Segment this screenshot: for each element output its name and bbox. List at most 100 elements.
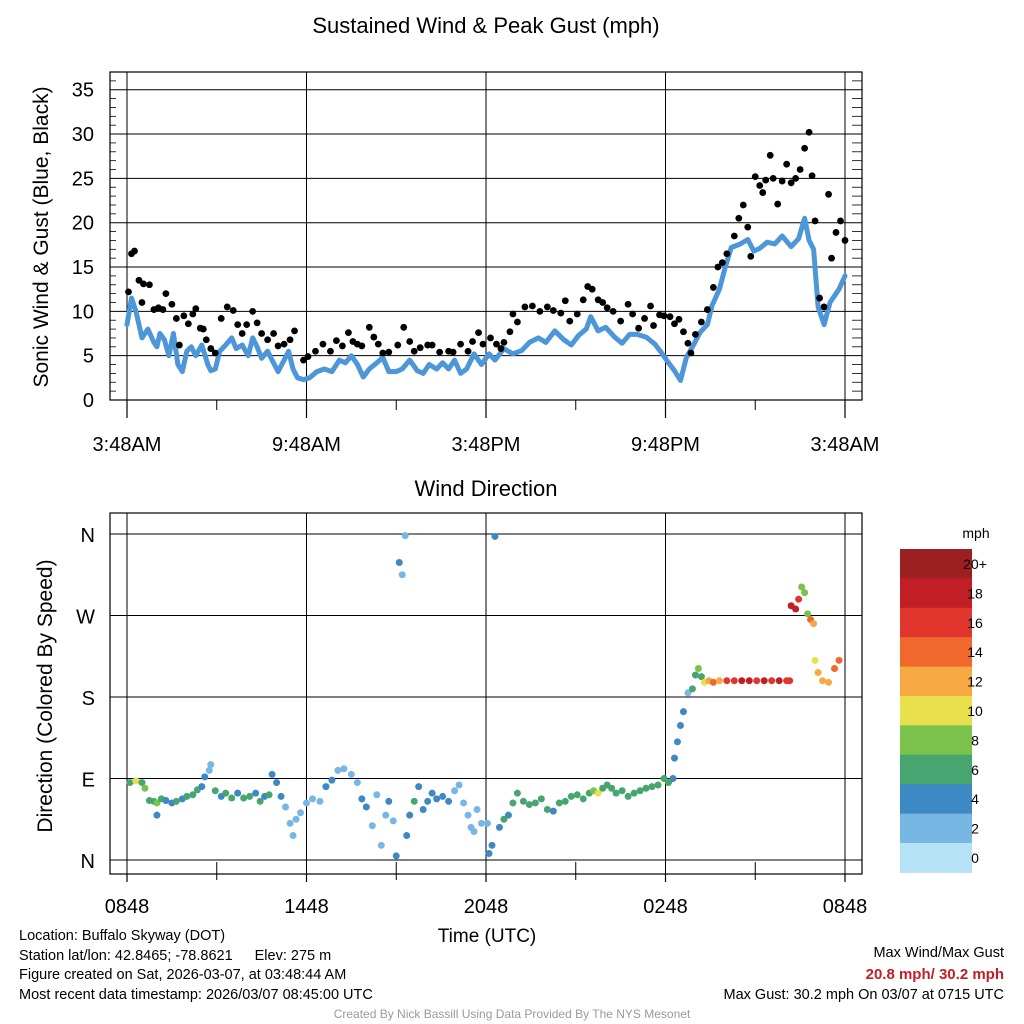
wind-direction-point [513,789,521,797]
top-chart-x-tick-label: 9:48PM [631,434,700,456]
wind-direction-point [141,784,149,792]
peak-gust-point [666,313,674,321]
peak-gust-point [202,336,210,344]
peak-gust-point [792,174,800,182]
peak-gust-point [735,214,743,222]
wind-direction-point [189,791,197,799]
wind-direction-point [730,677,738,685]
wind-direction-point [132,777,140,785]
peak-gust-point [344,329,352,337]
peak-gust-point [475,329,482,337]
peak-gust-point [229,307,237,314]
wind-direction-point [201,773,209,781]
wind-direction-point [594,789,602,797]
peak-gust-point [698,318,705,326]
wind-direction-point [451,787,459,795]
colorbar-swatch [900,725,972,756]
wind-direction-point [519,797,527,805]
wind-direction-point [138,779,146,787]
colorbar-swatch [900,754,972,785]
bottom-chart-gridlines [110,513,862,874]
wind-direction-point [439,792,447,800]
wind-direction-point [419,805,427,813]
wind-direction-point [252,789,260,797]
wind-direction-point [406,811,414,819]
peak-gust-point [138,299,146,306]
peak-gust-point [680,328,687,336]
peak-gust-point [805,128,813,136]
top-chart-y-tick-label: 10 [72,301,94,323]
top-chart-x-tick-label: 3:48AM [811,434,880,456]
wind-direction-point [126,779,134,787]
peak-gust-point [624,300,632,308]
peak-gust-point [168,300,176,308]
wind-direction-point [509,799,517,807]
peak-gust-point [675,315,683,323]
wind-direction-point [322,783,330,791]
wind-direction-point [256,797,264,805]
wind-direction-point [424,797,432,805]
peak-gust-point [566,317,574,325]
peak-gust-point [820,303,828,311]
peak-gust-point [487,334,494,342]
peak-gust-point [778,177,786,185]
wind-direction-point [664,779,672,787]
peak-gust-point [744,223,752,231]
wind-direction-point [445,797,453,805]
wind-direction-point [811,656,819,664]
peak-gust-point [692,331,699,338]
peak-gust-point [841,237,849,244]
peak-gust-point [449,348,457,356]
peak-gust-point [783,160,791,168]
wind-direction-point [753,677,761,685]
peak-gust-point [125,288,132,296]
wind-direction-point [669,775,677,782]
peak-gust-point [751,173,759,181]
peak-gust-point [671,320,678,328]
peak-gust-point [385,348,393,356]
peak-gust-point [304,353,312,360]
peak-gust-point [264,336,272,344]
wind-direction-point [340,765,348,773]
peak-gust-point [641,315,648,322]
wind-direction-point [455,781,463,789]
peak-gust-point [207,345,215,352]
peak-gust-point [374,340,382,348]
wind-direction-point [228,794,236,802]
colorbar-label: 10 [967,703,983,719]
top-chart-ticks: 3:48AM 9:48AM 3:48PM 9:48PM 3:48AM 0 5 10 15 20 25… [72,80,880,456]
wind-direction-point [738,677,746,685]
top-chart-y-tick-label: 30 [72,124,94,146]
wind-direction-point [636,787,644,795]
wind-direction-point [398,571,406,579]
wind-direction-point [723,677,731,685]
peak-gust-point [500,338,508,346]
wind-direction-point [792,605,800,613]
peak-gust-point [543,303,551,311]
station-latlon: Station lat/lon: 42.8465; -78.8621 [19,947,233,964]
top-chart-y-tick-label: 0 [83,390,94,412]
wind-direction-point [504,811,512,819]
wind-direction-point [798,583,806,591]
peak-gust-point [825,190,832,198]
bottom-chart-y-tick-label: S [82,688,95,710]
peak-gust-point [469,338,476,345]
recent-data-timestamp: Most recent data timestamp: 2026/03/07 0… [19,986,373,1003]
wind-direction-point [240,794,248,802]
peak-gust-point [211,349,219,357]
peak-gust-point [358,342,366,350]
wind-direction-point [715,677,723,685]
peak-gust-point [609,307,617,315]
peak-gust-point [436,348,444,356]
wind-direction-point [810,620,818,628]
max-wind-values: 20.8 mph/ 30.2 mph [865,966,1004,983]
peak-gust-point [687,349,695,357]
speed-colorbar-legend: mph 20+ 18 16 14 12 10 8 6 4 2 0 [900,525,990,873]
peak-gust-point [629,310,636,318]
peak-gust-point [603,304,611,312]
bottom-chart-x-tick-label: 0248 [643,896,688,918]
wind-direction-point [153,811,161,819]
wind-direction-point [308,795,316,803]
peak-gust-point [280,340,288,348]
